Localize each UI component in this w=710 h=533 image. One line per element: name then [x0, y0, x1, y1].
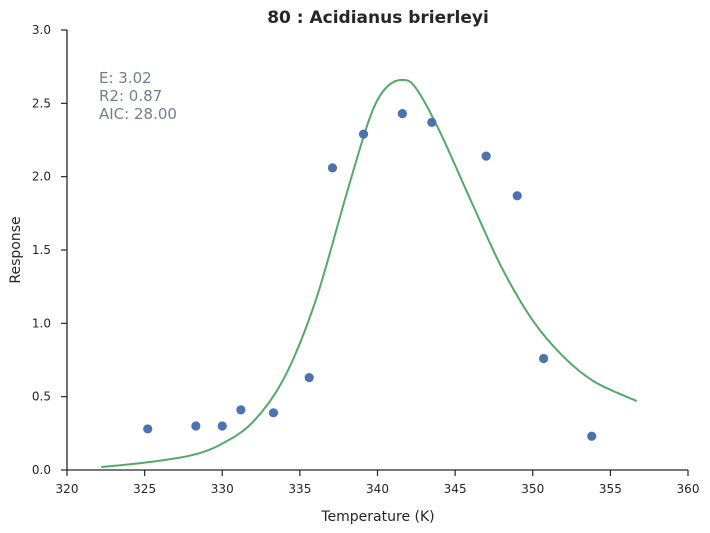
x-tick-label: 345 — [444, 482, 467, 496]
data-point — [327, 163, 338, 173]
x-axis-ticks: 320 325 330 335 340 345 350 355 360 — [56, 470, 700, 496]
annotation-e: E: 3.02 — [99, 69, 152, 87]
data-point — [512, 191, 522, 201]
y-tick-label: 3.0 — [32, 23, 51, 37]
annotation-r2: R2: 0.87 — [99, 87, 162, 105]
data-point — [217, 421, 227, 431]
x-tick-label: 335 — [288, 482, 311, 496]
x-tick-label: 355 — [599, 482, 622, 496]
x-tick-label: 340 — [366, 482, 389, 496]
y-tick-label: 2.5 — [32, 96, 51, 110]
data-point — [268, 408, 279, 418]
data-point — [358, 129, 369, 139]
x-tick-label: 320 — [56, 482, 79, 496]
y-tick-label: 1.0 — [32, 316, 51, 330]
y-axis-ticks: 0.0 0.5 1.0 1.5 2.0 2.5 3.0 — [32, 23, 67, 477]
data-point — [481, 151, 491, 161]
y-tick-label: 2.0 — [32, 170, 51, 184]
fit-curve — [101, 78, 638, 469]
x-axis-label: Temperature (K) — [320, 509, 434, 525]
data-point — [397, 109, 407, 119]
data-point — [427, 117, 437, 127]
fit-statistics: E: 3.02 R2: 0.87 AIC: 28.00 — [99, 69, 177, 123]
data-point — [587, 431, 597, 441]
x-tick-label: 325 — [133, 482, 156, 496]
x-tick-label: 350 — [521, 482, 544, 496]
data-point — [304, 373, 314, 383]
y-tick-label: 0.0 — [32, 463, 51, 477]
annotation-aic: AIC: 28.00 — [99, 105, 177, 123]
y-tick-label: 0.5 — [32, 390, 51, 404]
data-point — [236, 405, 246, 415]
data-point — [143, 424, 153, 434]
data-point — [539, 353, 549, 364]
data-points — [143, 109, 597, 441]
data-point — [191, 421, 201, 431]
y-axis-label: Response — [8, 216, 24, 283]
x-tick-label: 360 — [677, 482, 700, 496]
x-tick-label: 330 — [211, 482, 234, 496]
chart-title: 80 : Acidianus brierleyi — [267, 8, 489, 28]
y-tick-label: 1.5 — [32, 243, 51, 257]
